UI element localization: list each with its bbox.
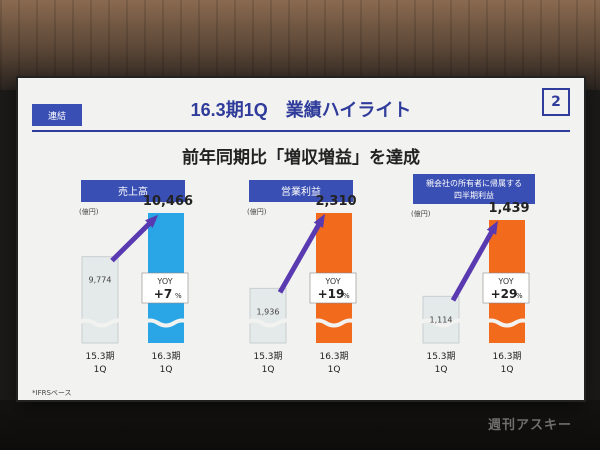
chart-2-category-label: 1Q [262,365,275,375]
chart-3-yoy-value: +29 [491,287,518,301]
chart-3-axis-break [417,318,565,328]
chart-2-value-current: 2,310 [315,194,356,209]
chart-3-category-label: 1Q [435,365,448,375]
chart-2-yoy-box [309,272,357,304]
chart-3-growth-arrow [450,224,498,302]
chart-1-category-label: 15.3期 [85,351,114,362]
chart-1-category-label: 1Q [94,365,107,375]
chart-3-value-prev: 1,114 [430,315,453,324]
chart-2-title: 営業利益 [281,185,321,198]
chart-2-header [249,180,353,202]
chart-1-yoy-label: YOY [156,277,172,286]
chart-1-arrow-head [145,214,159,228]
chart-1-category-label: 16.3期 [151,351,180,362]
chart-3-unit: (億円) [411,209,431,218]
chart-3-yoy-box [482,272,530,304]
chart-2-category-label: 15.3期 [253,351,282,362]
chart-3-title: 四半期利益 [454,190,494,200]
slide-title: 16.3期1Q 業績ハイライト [190,100,412,120]
wall-background [0,0,600,90]
chart-2-unit: (億円) [247,207,267,216]
chart-1-yoy-box [141,272,189,304]
title-underline [32,130,570,132]
page-number: 2 [542,88,570,116]
chart-2-yoy-value: +19 [318,287,345,301]
chart-2-axis-break [244,318,392,328]
scope-tag: 連結 [32,104,82,126]
footnote: *IFRSベース [32,389,72,397]
chart-1-category-label: 1Q [160,365,173,375]
chart-1-title: 売上高 [118,185,148,198]
chart-1-header [81,180,185,202]
watermark-logo: 週刊アスキー [488,418,573,433]
chart-2-category-label: 16.3期 [319,351,348,362]
chart-3-title: 親会社の所有者に帰属する [426,178,522,188]
chart-2-arrow-head [313,213,325,228]
chart-2-yoy-label: YOY [324,277,340,286]
floor-background [0,400,600,450]
slide-subtitle: 前年同期比「増収増益」を達成 [182,148,420,168]
chart-1-axis-break [76,318,224,328]
chart-2-bar-prev [249,287,287,344]
chart-3-yoy-unit: % [516,292,523,300]
chart-1-value-prev: 9,774 [89,276,112,285]
chart-3-category-label: 16.3期 [492,351,521,362]
chart-1-unit: (億円) [79,207,99,216]
chart-3-category-label: 1Q [501,365,514,375]
chart-1-yoy-unit: % [175,292,182,300]
chart-3-header [413,174,535,204]
chart-1-value-current: 10,466 [143,194,193,209]
chart-3-arrow-head [486,220,498,235]
chart-2-value-prev: 1,936 [257,307,280,316]
chart-3-value-current: 1,439 [488,201,529,216]
chart-2-yoy-unit: % [343,292,350,300]
chart-2-category-label: 1Q [328,365,341,375]
chart-1-bar-prev [81,256,119,344]
projected-slide: 連結 16.3期1Q 業績ハイライト 2 前年同期比「増収増益」を達成 売上高 (… [18,78,584,400]
chart-2-growth-arrow [277,217,325,294]
chart-3-yoy-label: YOY [497,277,513,286]
chart-3-category-label: 15.3期 [426,351,455,362]
chart-1-yoy-value: +7 [154,287,172,301]
chart-1-growth-arrow [110,217,156,263]
